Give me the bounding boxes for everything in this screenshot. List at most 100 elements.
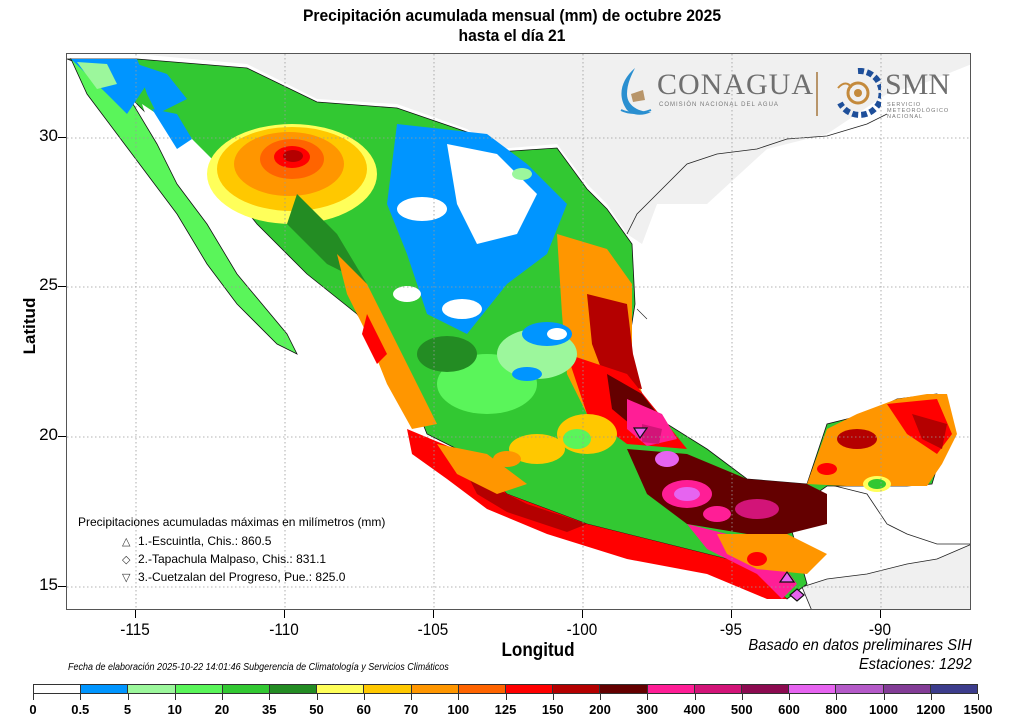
colorbar-tick [836, 694, 838, 700]
colorbar-label: 800 [825, 702, 848, 717]
smn-subtitle-line3: NACIONAL [887, 114, 924, 120]
max-precipitation-legend: Precipitaciones acumuladas máximas en mi… [78, 514, 385, 587]
colorbar [33, 684, 978, 694]
y-tick-mark [58, 137, 66, 138]
y-tick-mark [58, 286, 66, 287]
colorbar-tick [789, 694, 790, 700]
smn-subtitle: SERVICIO METEOROLÓGICO NACIONAL [887, 102, 949, 120]
smn-subtitle-line1: SERVICIO [887, 102, 922, 108]
colorbar-segment [506, 685, 554, 693]
y-axis-label: Latitud [20, 297, 39, 355]
data-source-note: Basado en datos preliminares SIH [748, 637, 972, 654]
max-precip-entry-text: 3.-Cuetzalan del Progreso, Pue.: 825.0 [138, 570, 346, 584]
x-tick-mark [284, 610, 285, 618]
diamond-icon: ◇ [122, 554, 131, 566]
x-tick-label: -90 [868, 620, 892, 639]
map-canvas [67, 54, 970, 609]
colorbar-tick [694, 694, 696, 700]
colorbar-label: 5 [123, 702, 132, 717]
y-tick-label: 30 [39, 126, 58, 145]
colorbar-segment [789, 685, 837, 693]
smn-name: SMN [885, 68, 951, 101]
colorbar-segment [647, 685, 695, 693]
colorbar-tick [411, 694, 412, 700]
colorbar-label: 1500 [963, 702, 993, 717]
smn-logo-icon [837, 68, 881, 118]
colorbar-segment [930, 685, 978, 693]
colorbar-tick [930, 694, 932, 700]
logo-divider [816, 72, 818, 116]
colorbar-label: 70 [403, 702, 419, 717]
colorbar-label: 125 [494, 702, 517, 717]
conagua-subtitle: COMISIÓN NACIONAL DEL AGUA [659, 102, 779, 108]
conagua-logo-icon [620, 68, 652, 115]
colorbar-label: 35 [262, 702, 277, 717]
colorbar-label: 0 [29, 702, 37, 717]
y-tick-mark [58, 586, 66, 587]
triangle-down-marker [632, 427, 649, 440]
colorbar-label: 600 [778, 702, 800, 717]
colorbar-tick [127, 694, 129, 700]
colorbar-label: 1000 [869, 702, 898, 717]
y-tick-label: 25 [39, 275, 58, 294]
colorbar-label: 60 [356, 702, 371, 717]
y-tick-label: 15 [39, 575, 58, 594]
precipitation-map [66, 53, 971, 610]
x-tick-label: -95 [719, 620, 743, 639]
colorbar-label: 1200 [916, 702, 946, 717]
colorbar-label: 100 [447, 702, 470, 717]
colorbar-segment [81, 685, 129, 693]
map-subtitle: hasta el día 21 [458, 26, 566, 45]
colorbar-label: 0.5 [71, 702, 90, 717]
colorbar-tick [552, 694, 554, 700]
colorbar-segment [411, 685, 459, 693]
colorbar-tick [600, 694, 601, 700]
triangle-up-marker [778, 570, 796, 583]
colorbar-tick [741, 694, 743, 700]
colorbar-tick [363, 694, 365, 700]
colorbar-label: 400 [683, 702, 706, 717]
max-precip-heading: Precipitaciones acumuladas máximas en mi… [78, 515, 386, 529]
x-tick-mark [135, 610, 136, 618]
conagua-name: CONAGUA [657, 68, 814, 101]
colorbar-segment [883, 685, 931, 693]
colorbar-label: 200 [589, 702, 611, 717]
max-precip-entry: ▽ 3.-Cuetzalan del Progreso, Pue.: 825.0 [78, 569, 385, 587]
colorbar-tick [458, 694, 460, 700]
colorbar-tick [269, 694, 271, 700]
map-title: Precipitación acumulada mensual (mm) de … [302, 6, 722, 25]
y-tick-label: 20 [39, 425, 58, 444]
colorbar-ticks [33, 694, 979, 702]
colorbar-label: 150 [541, 702, 564, 717]
colorbar-tick [316, 694, 318, 700]
colorbar-segment [742, 685, 790, 693]
colorbar-segment [600, 685, 648, 693]
max-precip-entry: ◇ 2.-Tapachula Malpaso, Chis.: 831.1 [78, 551, 385, 569]
colorbar-segment [364, 685, 412, 693]
y-tick-mark [58, 436, 66, 437]
colorbar-segment [694, 685, 743, 693]
colorbar-tick [222, 694, 223, 700]
colorbar-segment [553, 685, 601, 693]
production-credit: Fecha de elaboración 2025-10-22 14:01:46… [68, 662, 449, 673]
max-precip-entry-text: 1.-Escuintla, Chis.: 860.5 [138, 534, 272, 548]
diamond-marker [789, 588, 805, 602]
x-tick-label: -115 [120, 620, 150, 639]
x-tick-label: -105 [417, 620, 449, 639]
smn-subtitle-line2: METEOROLÓGICO [887, 108, 950, 114]
x-tick-mark [433, 610, 434, 618]
colorbar-tick [978, 694, 979, 700]
colorbar-tick [174, 694, 176, 700]
triangle-up-icon: △ [122, 536, 131, 548]
colorbar-label: 50 [309, 702, 324, 717]
colorbar-segment [458, 685, 507, 693]
colorbar-tick [80, 694, 82, 700]
x-tick-mark [582, 610, 583, 618]
colorbar-label: 300 [636, 702, 659, 717]
colorbar-segment [128, 685, 176, 693]
colorbar-tick [505, 694, 507, 700]
max-precip-entry-text: 2.-Tapachula Malpaso, Chis.: 831.1 [138, 552, 327, 566]
colorbar-label: 10 [167, 702, 182, 717]
x-axis-label: Longitud [501, 640, 575, 661]
colorbar-labels: 0 0.5 5 10 20 35 50 60 70 100 125 150 200 300 400 500 60… [29, 702, 992, 720]
